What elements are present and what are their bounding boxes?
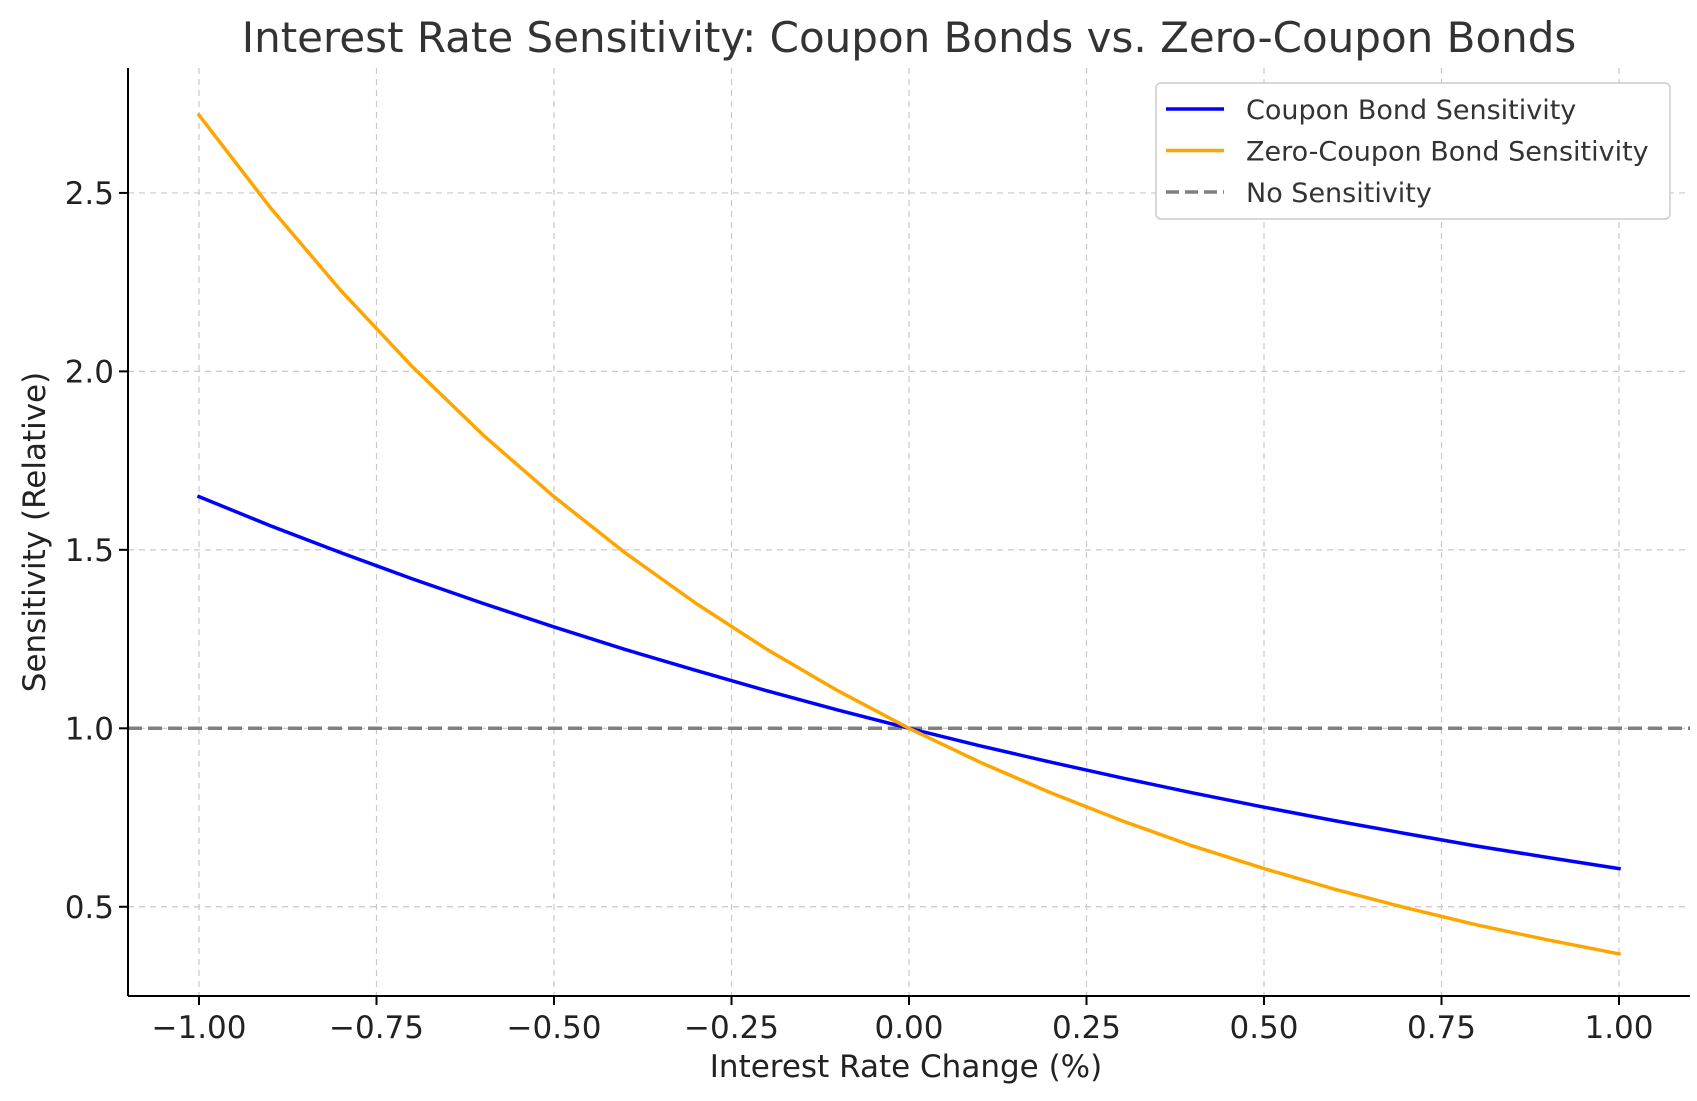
x-tick-label: 0.75 — [1407, 1010, 1476, 1046]
x-tick-label: 0.50 — [1229, 1010, 1298, 1046]
y-tick-label: 0.5 — [65, 890, 114, 926]
x-axis-label: Interest Rate Change (%) — [710, 1049, 1102, 1085]
series-layer — [196, 112, 1622, 956]
legend-label-no-sensitivity: No Sensitivity — [1246, 178, 1432, 209]
x-tick-label: −1.00 — [152, 1010, 247, 1046]
x-tick-label: −0.75 — [329, 1010, 424, 1046]
chart-title: Interest Rate Sensitivity: Coupon Bonds … — [242, 13, 1577, 62]
x-tick-label: 0.00 — [874, 1010, 943, 1046]
y-tick-label: 1.0 — [65, 711, 114, 747]
y-axis-label: Sensitivity (Relative) — [17, 372, 53, 692]
y-tick-label: 2.0 — [65, 354, 114, 390]
x-tick-label: 0.25 — [1052, 1010, 1121, 1046]
y-tick-label: 2.5 — [65, 176, 114, 212]
legend-box — [1155, 82, 1671, 220]
x-tick-label: −0.25 — [684, 1010, 779, 1046]
x-ticks: −1.00 −0.75 −0.50 −0.25 0.00 0.25 0.50 0.75 1.00 — [152, 996, 1654, 1046]
legend: Coupon Bond Sensitivity Zero-Coupon Bond … — [1155, 82, 1671, 220]
legend-label-coupon-bond-sensitivity: Coupon Bond Sensitivity — [1246, 95, 1576, 126]
legend-label-zero-coupon-bond-sensitivity: Zero-Coupon Bond Sensitivity — [1246, 137, 1649, 168]
y-ticks: 0.5 1.0 1.5 2.0 2.5 — [65, 176, 128, 926]
x-tick-label: 1.00 — [1584, 1010, 1653, 1046]
y-tick-label: 1.5 — [65, 533, 114, 569]
x-tick-label: −0.50 — [507, 1010, 602, 1046]
series-line-zero-coupon-bond-sensitivity — [196, 112, 1622, 956]
